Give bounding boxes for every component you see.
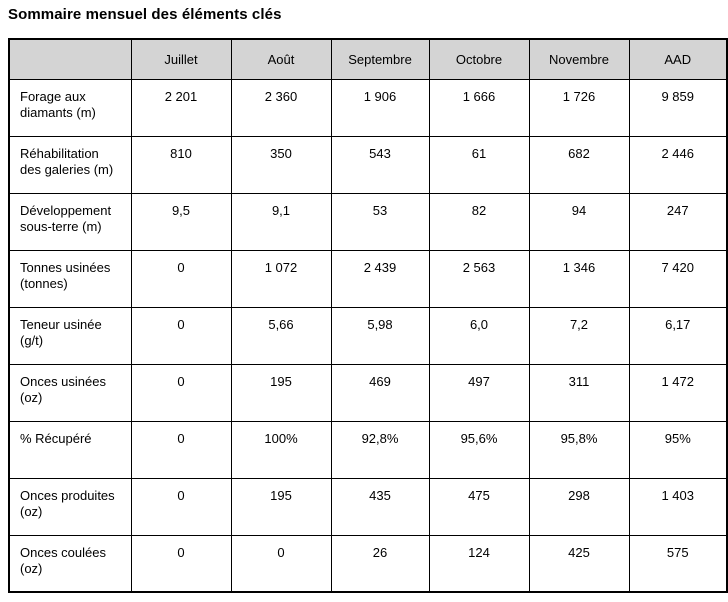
- table-cell: 5,66: [230, 306, 332, 365]
- table-cell: 0: [230, 534, 332, 593]
- table-row: Développement sous-terre (m) 9,5 9,1 53 82 94…: [8, 192, 728, 251]
- table-cell: 1 072: [230, 249, 332, 308]
- table-cell: 2 201: [130, 78, 232, 137]
- row-label: Tonnes usinées (tonnes): [8, 249, 132, 308]
- table-cell: 475: [428, 477, 530, 536]
- table-cell: 95%: [628, 420, 728, 479]
- row-label: Forage aux diamants (m): [8, 78, 132, 137]
- table-cell: 95,6%: [428, 420, 530, 479]
- table-cell: 0: [130, 534, 232, 593]
- table-row: Forage aux diamants (m) 2 201 2 360 1 906 1 …: [8, 78, 728, 137]
- table-cell: 0: [130, 363, 232, 422]
- header-row: Juillet Août Septembre Octobre Novembre AAD: [8, 38, 728, 80]
- table-cell: 1 472: [628, 363, 728, 422]
- table-cell: 0: [130, 249, 232, 308]
- table-cell: 0: [130, 306, 232, 365]
- column-header: Octobre: [428, 38, 530, 80]
- row-label: Développement sous-terre (m): [8, 192, 132, 251]
- table-row: Tonnes usinées (tonnes) 0 1 072 2 439 2 563 1…: [8, 249, 728, 308]
- table-cell: 124: [428, 534, 530, 593]
- table-cell: 95,8%: [528, 420, 630, 479]
- table-row: Onces produites (oz) 0 195 435 475 298 1 403: [8, 477, 728, 536]
- table-cell: 2 563: [428, 249, 530, 308]
- table-cell: 94: [528, 192, 630, 251]
- table-cell: 7 420: [628, 249, 728, 308]
- table-cell: 2 439: [330, 249, 430, 308]
- table-cell: 9 859: [628, 78, 728, 137]
- column-header: Juillet: [130, 38, 232, 80]
- column-header: AAD: [628, 38, 728, 80]
- table-row: Teneur usinée (g/t) 0 5,66 5,98 6,0 7,2 6,17: [8, 306, 728, 365]
- corner-cell: [8, 38, 132, 80]
- table-cell: 9,1: [230, 192, 332, 251]
- table-cell: 425: [528, 534, 630, 593]
- table-row: Onces usinées (oz) 0 195 469 497 311 1 472: [8, 363, 728, 422]
- table-cell: 195: [230, 477, 332, 536]
- row-label: Onces usinées (oz): [8, 363, 132, 422]
- table-cell: 497: [428, 363, 530, 422]
- table-cell: 53: [330, 192, 430, 251]
- table-cell: 682: [528, 135, 630, 194]
- table-cell: 61: [428, 135, 530, 194]
- table-cell: 469: [330, 363, 430, 422]
- row-label: Onces coulées (oz): [8, 534, 132, 593]
- table-cell: 247: [628, 192, 728, 251]
- table-cell: 6,17: [628, 306, 728, 365]
- table-cell: 0: [130, 477, 232, 536]
- table-cell: 575: [628, 534, 728, 593]
- table-cell: 100%: [230, 420, 332, 479]
- table-cell: 1 346: [528, 249, 630, 308]
- table-cell: 298: [528, 477, 630, 536]
- monthly-summary-table: Juillet Août Septembre Octobre Novembre AAD F…: [8, 38, 728, 593]
- table-cell: 810: [130, 135, 232, 194]
- table-cell: 92,8%: [330, 420, 430, 479]
- column-header: Novembre: [528, 38, 630, 80]
- table-row: Réhabilitation des galeries (m) 810 350 543…: [8, 135, 728, 194]
- table-cell: 311: [528, 363, 630, 422]
- table-body: Forage aux diamants (m) 2 201 2 360 1 906 1 …: [8, 78, 728, 593]
- table-cell: 2 360: [230, 78, 332, 137]
- table-row: Onces coulées (oz) 0 0 26 124 425 575: [8, 534, 728, 593]
- table-cell: 1 403: [628, 477, 728, 536]
- column-header: Août: [230, 38, 332, 80]
- table-row: % Récupéré 0 100% 92,8% 95,6% 95,8% 95%: [8, 420, 728, 479]
- table-cell: 1 906: [330, 78, 430, 137]
- table-cell: 1 666: [428, 78, 530, 137]
- table-cell: 0: [130, 420, 232, 479]
- column-header: Septembre: [330, 38, 430, 80]
- table-cell: 435: [330, 477, 430, 536]
- table-cell: 82: [428, 192, 530, 251]
- row-label: Teneur usinée (g/t): [8, 306, 132, 365]
- row-label: Onces produites (oz): [8, 477, 132, 536]
- table-cell: 9,5: [130, 192, 232, 251]
- table-cell: 5,98: [330, 306, 430, 365]
- table-cell: 195: [230, 363, 332, 422]
- table-cell: 543: [330, 135, 430, 194]
- table-cell: 2 446: [628, 135, 728, 194]
- table-cell: 26: [330, 534, 430, 593]
- page-title: Sommaire mensuel des éléments clés: [8, 6, 282, 23]
- row-label: Réhabilitation des galeries (m): [8, 135, 132, 194]
- table-cell: 7,2: [528, 306, 630, 365]
- table-cell: 6,0: [428, 306, 530, 365]
- table-cell: 1 726: [528, 78, 630, 137]
- table-cell: 350: [230, 135, 332, 194]
- row-label: % Récupéré: [8, 420, 132, 479]
